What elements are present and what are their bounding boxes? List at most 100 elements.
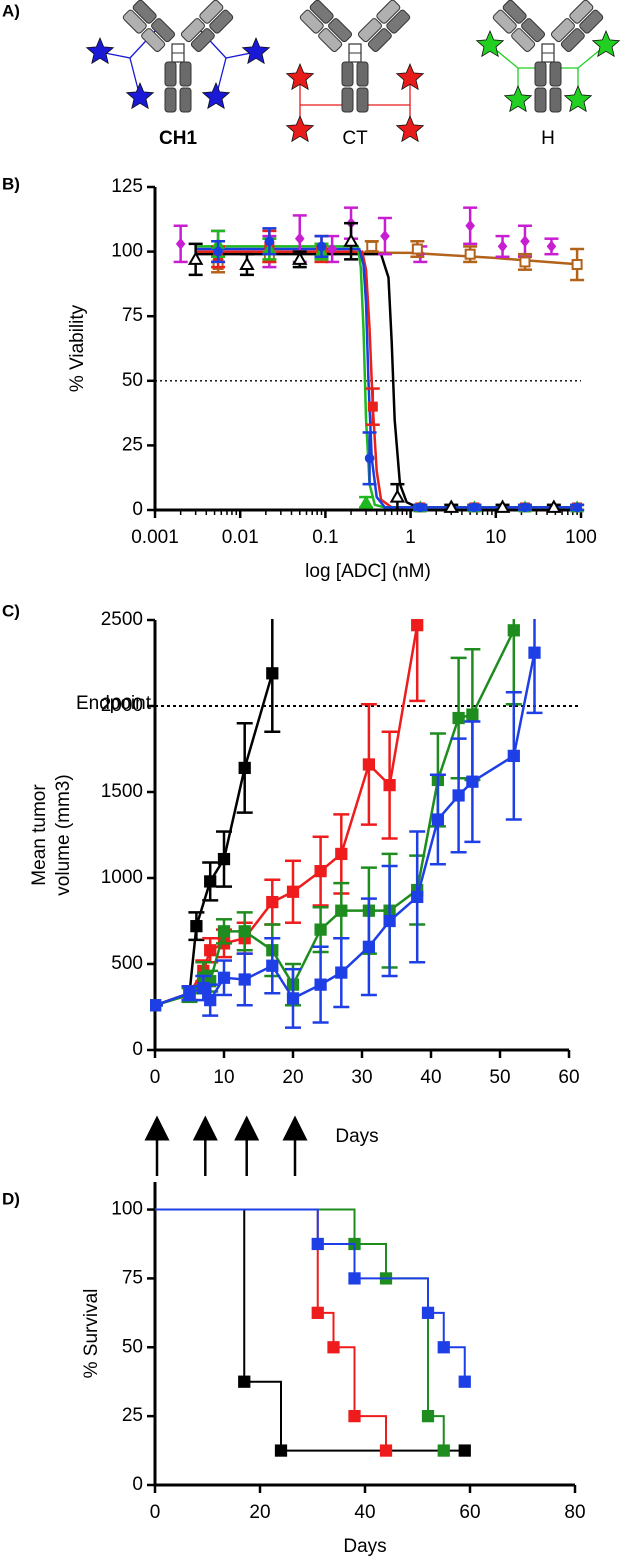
x-axis-label: Days <box>343 1536 386 1557</box>
x-tick-label: 0 <box>150 1067 161 1088</box>
y-tick-label: 75 <box>122 1267 143 1288</box>
marker <box>411 243 423 255</box>
x-tick-label: 30 <box>351 1067 372 1088</box>
domain <box>579 9 604 34</box>
marker <box>389 489 406 503</box>
marker <box>437 1341 450 1354</box>
marker <box>266 895 279 909</box>
payload-star <box>285 114 315 143</box>
variant-label: CH1 <box>159 128 197 149</box>
x-tick-label: 0.01 <box>222 527 259 548</box>
marker <box>314 978 327 991</box>
y-tick-label: 75 <box>122 305 143 326</box>
marker <box>359 495 373 508</box>
domain <box>122 9 147 34</box>
fab-arm <box>357 0 411 53</box>
fc-domain <box>164 87 177 113</box>
domain <box>180 18 205 43</box>
domain <box>141 28 166 53</box>
marker <box>415 502 426 513</box>
marker <box>362 940 376 953</box>
y-tick-label: 25 <box>122 1405 143 1426</box>
domain <box>209 9 234 34</box>
marker <box>204 944 217 957</box>
marker <box>519 256 531 268</box>
marker <box>458 1375 471 1388</box>
marker <box>197 981 210 995</box>
fc-domain <box>179 61 192 87</box>
marker <box>465 219 475 232</box>
marker <box>348 1410 361 1423</box>
marker <box>316 241 327 252</box>
marker <box>266 959 279 972</box>
y-tick-label: 2500 <box>101 609 143 630</box>
marker <box>383 778 396 792</box>
y-tick-label: 100 <box>111 241 143 262</box>
payload-star <box>285 62 315 91</box>
payload-star <box>475 29 505 58</box>
panel-label: C) <box>2 601 20 620</box>
panel-label: B) <box>2 174 20 193</box>
x-tick-label: 40 <box>354 1502 375 1523</box>
marker <box>421 1410 435 1423</box>
marker <box>311 1237 324 1251</box>
marker <box>528 646 541 659</box>
y-tick-label: 50 <box>122 1336 143 1357</box>
marker <box>452 789 465 802</box>
antibody-diagram: CH1 CT H <box>85 0 621 149</box>
domain <box>521 18 546 43</box>
x-tick-label: 60 <box>558 1067 579 1088</box>
domain <box>367 28 392 53</box>
marker <box>380 230 390 243</box>
payload-star <box>395 114 425 143</box>
marker <box>411 619 424 632</box>
domain <box>511 28 536 53</box>
x-tick-label: 40 <box>420 1067 441 1088</box>
y-tick-label: 2000 <box>101 695 143 716</box>
marker <box>458 1444 471 1457</box>
x-tick-label: 50 <box>489 1067 510 1088</box>
variant-label: H <box>541 128 555 149</box>
panel-label: D) <box>2 1189 20 1208</box>
payload-star <box>201 81 231 110</box>
fab-arm <box>122 0 176 53</box>
marker <box>571 259 583 271</box>
fc-domain <box>356 61 369 87</box>
x-tick-label: 0.1 <box>312 527 338 548</box>
marker <box>238 1375 251 1388</box>
marker <box>383 914 396 928</box>
y-axis-label: % Survival <box>81 1289 102 1379</box>
y-tick-label: 25 <box>122 434 143 455</box>
marker <box>294 232 305 245</box>
marker <box>421 1306 435 1319</box>
x-axis-label: Days <box>335 1126 378 1147</box>
y-tick-label: 125 <box>111 176 143 197</box>
marker <box>204 875 217 888</box>
domain <box>199 0 224 24</box>
fab-arm <box>299 0 353 53</box>
domain <box>386 9 411 34</box>
y-tick-label: 0 <box>132 1039 143 1060</box>
marker <box>466 708 479 721</box>
fc-domain <box>534 61 547 87</box>
domain <box>299 9 324 34</box>
marker <box>362 758 376 771</box>
marker <box>469 502 480 513</box>
y-axis-label: volume (mm3) <box>53 774 74 895</box>
marker <box>311 1306 324 1319</box>
fc-domain <box>164 61 177 87</box>
marker <box>175 237 186 250</box>
marker <box>464 248 476 260</box>
fc-domain <box>179 87 192 113</box>
marker <box>187 251 204 265</box>
fab-arm <box>492 0 546 53</box>
marker <box>443 499 459 513</box>
payload-star <box>395 62 425 91</box>
y-tick-label: 1000 <box>101 867 143 888</box>
domain <box>492 9 517 34</box>
marker <box>217 971 231 984</box>
x-tick-label: 10 <box>485 527 506 548</box>
marker <box>314 923 327 936</box>
panel-label: A) <box>2 1 20 20</box>
x-tick-label: 1 <box>405 527 416 548</box>
